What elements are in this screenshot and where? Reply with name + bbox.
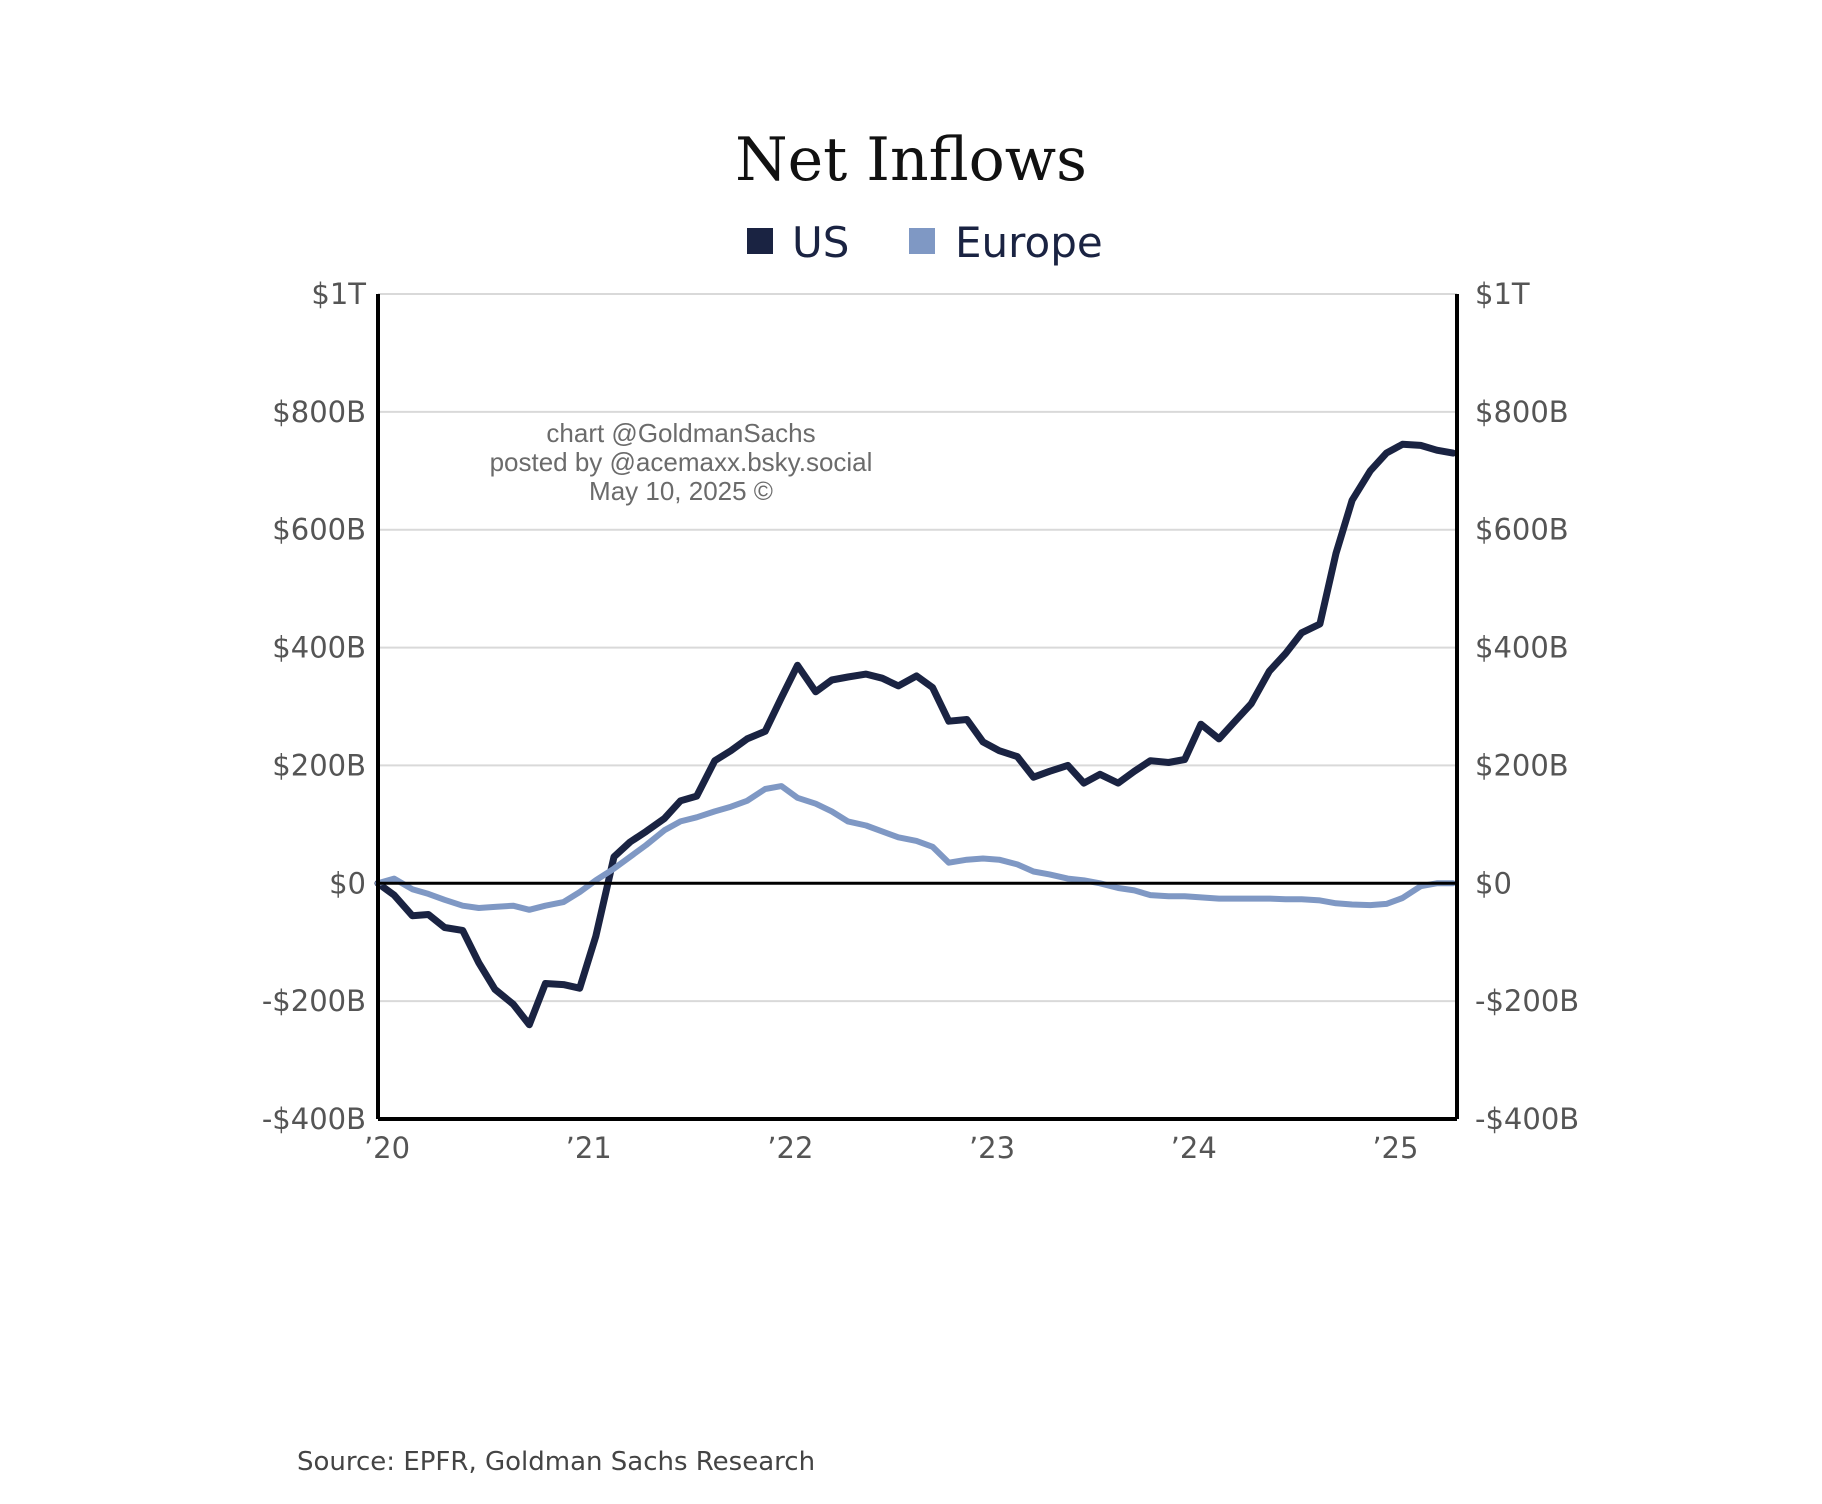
watermark-line-2: posted by @acemaxx.bsky.social [490,447,873,477]
gridlines [378,293,1457,1003]
y-axis-left-ticks: $1T $800B $600B $400B $200B $0 -$200B -$400B [262,277,366,1136]
legend: US Europe [747,218,1103,267]
y-tick-right-4: $200B [1475,748,1569,782]
y-tick-right-2: $600B [1475,513,1569,547]
source-note: Source: EPFR, Goldman Sachs Research [297,1447,815,1477]
series-line-us [374,440,1457,1029]
y-tick-right-3: $400B [1475,631,1569,665]
y-tick-right-6: -$200B [1475,984,1579,1018]
y-tick-left-2: $600B [272,513,366,547]
x-tick-0: ’20 [364,1131,410,1165]
chart-title: Net Inflows [735,125,1087,195]
y-tick-right-7: -$400B [1475,1102,1579,1136]
x-tick-3: ’23 [969,1131,1015,1165]
watermark-line-3: May 10, 2025 © [589,476,773,506]
y-tick-right-0: $1T [1475,277,1530,311]
legend-label-europe: Europe [955,218,1103,267]
watermark: chart @GoldmanSachs posted by @acemaxx.b… [490,418,873,506]
y-tick-left-3: $400B [272,631,366,665]
y-tick-left-5: $0 [329,866,366,900]
legend-swatch-us [747,228,773,254]
y-tick-right-1: $800B [1475,395,1569,429]
legend-label-us: US [792,218,849,267]
x-tick-1: ’21 [566,1131,612,1165]
y-tick-left-1: $800B [272,395,366,429]
legend-swatch-europe [909,228,935,254]
y-tick-right-5: $0 [1475,866,1512,900]
x-axis-ticks: ’20 ’21 ’22 ’23 ’24 ’25 [364,1131,1419,1165]
y-tick-left-7: -$400B [262,1102,366,1136]
watermark-line-1: chart @GoldmanSachs [546,418,815,448]
x-tick-4: ’24 [1171,1131,1217,1165]
x-tick-5: ’25 [1372,1131,1418,1165]
y-tick-left-0: $1T [311,277,366,311]
y-axis-right-ticks: $1T $800B $600B $400B $200B $0 -$200B -$400B [1475,277,1579,1136]
series-lines [374,440,1457,1029]
y-tick-left-4: $200B [272,748,366,782]
axes [376,294,1459,1121]
x-tick-2: ’22 [767,1131,813,1165]
y-tick-left-6: -$200B [262,984,366,1018]
series-line-europe [375,783,1456,913]
